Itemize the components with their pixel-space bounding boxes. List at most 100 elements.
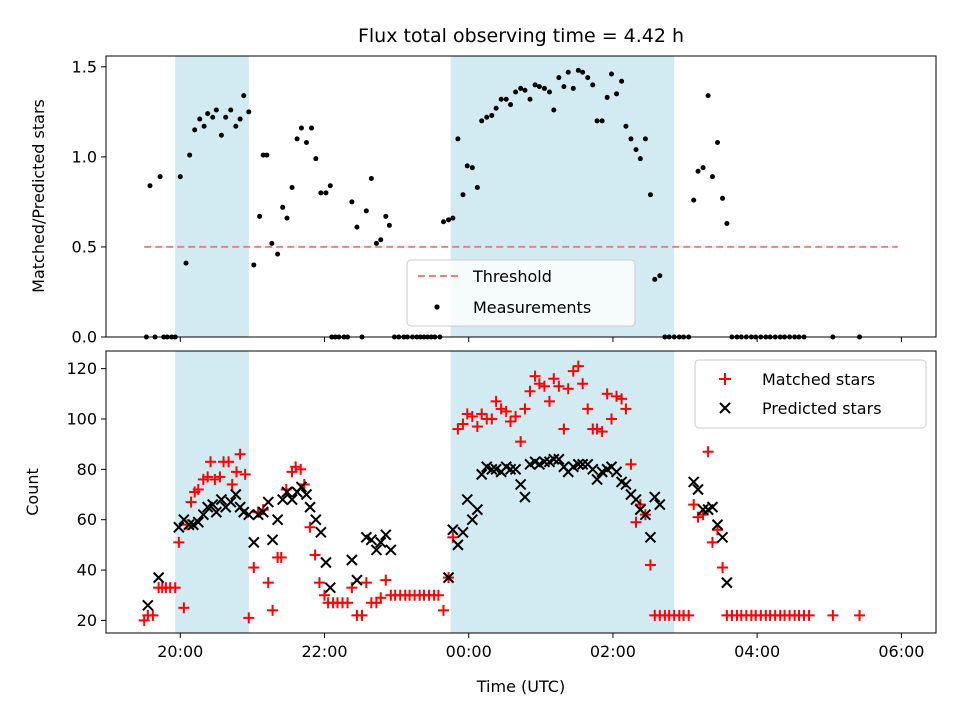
- predicted-star-point-59: [519, 491, 531, 503]
- matched-star-point-83: [519, 403, 531, 415]
- matched-star-point-35: [290, 461, 302, 473]
- matched-star-point-99: [596, 426, 608, 438]
- predicted-star-point-73: [587, 463, 599, 476]
- predicted-star-point-1: [152, 571, 165, 584]
- predicted-star-point-26: [286, 493, 298, 506]
- predicted-star-point-33: [320, 556, 332, 569]
- bottom-y-tick-label-4: 100: [66, 409, 97, 428]
- matched-star-point-50: [360, 577, 372, 589]
- measurement-point-92: [561, 84, 567, 90]
- measurement-point-51: [373, 240, 379, 246]
- bottom-shaded-region-0: [175, 351, 249, 633]
- top-y-axis: 0.0 0.5 1.0 1.5: [72, 57, 106, 347]
- measurement-point-80: [503, 96, 509, 102]
- predicted-star-point-63: [538, 456, 551, 468]
- top-y-axis-label: Matched/Predicted stars: [29, 99, 48, 293]
- measurement-point-12: [197, 116, 203, 122]
- measurement-point-71: [460, 192, 466, 198]
- x-axis-label: Time (UTC): [476, 677, 565, 696]
- legend-threshold-label: Threshold: [472, 267, 552, 286]
- x-tick-label-0: 20:00: [157, 642, 203, 661]
- top-legend-box: [406, 259, 636, 327]
- matched-star-point-18: [214, 471, 226, 483]
- predicted-star-point-86: [649, 491, 661, 503]
- matched-star-point-39: [309, 549, 321, 561]
- matched-star-point-13: [192, 483, 204, 495]
- measurement-point-16: [213, 107, 219, 113]
- matched-star-point-142: [803, 609, 815, 621]
- matched-star-point-7: [169, 582, 181, 594]
- matched-star-point-144: [854, 609, 866, 621]
- matched-star-point-11: [185, 496, 197, 508]
- predicted-star-point-38: [365, 534, 378, 546]
- matched-star-point-81: [510, 410, 522, 422]
- matched-star-point-101: [605, 413, 617, 425]
- predicted-star-point-35: [346, 554, 358, 566]
- measurement-point-32: [289, 184, 295, 190]
- matched-star-point-118: [688, 499, 700, 511]
- measurement-points: [143, 67, 863, 340]
- measurement-point-100: [599, 118, 605, 124]
- matched-star-point-65: [432, 589, 444, 601]
- measurement-point-120: [695, 168, 701, 174]
- measurement-point-89: [546, 89, 552, 95]
- measurement-point-93: [565, 69, 571, 75]
- predicted-star-point-88: [687, 476, 700, 488]
- measurement-point-126: [724, 221, 730, 227]
- matched-star-point-9: [178, 602, 190, 614]
- measurement-point-13: [201, 123, 207, 129]
- matched-star-point-70: [457, 418, 469, 430]
- predicted-star-point-39: [370, 544, 383, 556]
- predicted-star-point-7: [197, 508, 210, 521]
- matched-star-point-102: [611, 390, 623, 402]
- measurement-point-95: [575, 67, 581, 73]
- x-tick-label-4: 04:00: [734, 642, 780, 661]
- measurement-point-99: [594, 118, 600, 124]
- matched-star-point-88: [543, 395, 555, 407]
- measurement-point-11: [192, 127, 198, 133]
- measurement-point-52: [378, 237, 384, 243]
- matched-star-point-121: [702, 446, 714, 458]
- predicted-star-point-31: [310, 513, 322, 526]
- predicted-star-point-20: [257, 506, 269, 518]
- matched-star-point-100: [601, 388, 613, 400]
- predicted-star-point-78: [610, 466, 623, 478]
- measurement-point-82: [513, 89, 519, 95]
- measurement-point-21: [237, 116, 243, 122]
- measurement-point-97: [585, 75, 591, 81]
- predicted-star-point-94: [716, 531, 729, 544]
- matched-star-point-82: [515, 436, 527, 448]
- measurement-point-77: [489, 112, 495, 118]
- matched-star-point-80: [505, 416, 517, 427]
- matched-star-point-117: [683, 609, 695, 621]
- matched-star-point-66: [437, 604, 449, 616]
- measurement-point-123: [709, 174, 715, 180]
- measurement-point-38: [318, 190, 324, 196]
- matched-star-point-30: [267, 604, 279, 616]
- matched-star-point-89: [548, 373, 560, 385]
- measurement-point-1: [147, 183, 153, 189]
- measurement-point-26: [260, 152, 266, 158]
- predicted-star-point-43: [442, 571, 455, 584]
- bottom-y-axis: 20 40 60 80 100 120: [66, 359, 106, 630]
- matched-star-point-40: [313, 577, 325, 589]
- matched-star-point-98: [591, 423, 603, 435]
- legend-matched-swatch: [719, 373, 731, 385]
- measurement-point-102: [608, 71, 614, 77]
- bottom-shaded-region-1: [450, 351, 675, 633]
- measurement-point-72: [464, 163, 470, 169]
- measurement-point-85: [527, 96, 533, 102]
- predicted-star-point-58: [514, 478, 527, 491]
- predicted-star-point-89: [692, 483, 704, 496]
- measurement-point-69: [450, 215, 456, 221]
- measurement-point-8: [177, 174, 183, 180]
- measurement-point-22: [241, 93, 247, 99]
- x-tick-label-1: 22:00: [301, 642, 347, 661]
- measurement-point-15: [210, 114, 216, 120]
- bottom-plot-frame: [105, 350, 937, 634]
- predicted-star-point-85: [644, 531, 657, 544]
- predicted-star-point-40: [375, 536, 387, 549]
- measurement-point-46: [349, 199, 355, 205]
- predicted-star-point-41: [380, 529, 392, 541]
- measurement-point-106: [628, 136, 634, 142]
